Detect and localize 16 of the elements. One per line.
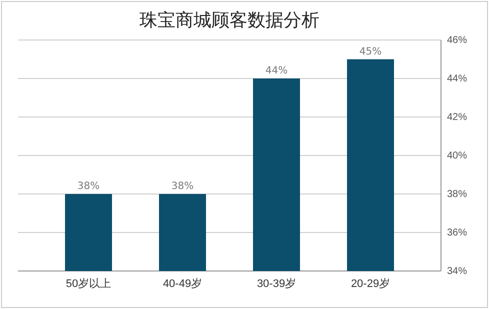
data-label: 45% [359,46,382,58]
y-tick-label: 36% [447,228,468,239]
y-tick-label: 44% [447,74,468,85]
x-tick-label: 30-39岁 [256,278,296,290]
y-tick-label: 40% [447,150,468,162]
y-tick-label: 42% [447,112,468,124]
y-tick-label: 38% [447,189,468,200]
chart-title: 珠宝商城顾客数据分析 [140,10,320,31]
data-label: 44% [265,66,288,76]
x-tick-label: 50岁以上 [66,276,112,290]
data-label: 38% [171,181,194,192]
x-tick-label: 20-29岁 [350,278,390,290]
x-tick-label: 40-49岁 [162,278,202,290]
data-label: 38% [77,181,100,192]
y-tick-label: 46% [447,35,468,46]
y-tick-label: 34% [447,266,468,278]
